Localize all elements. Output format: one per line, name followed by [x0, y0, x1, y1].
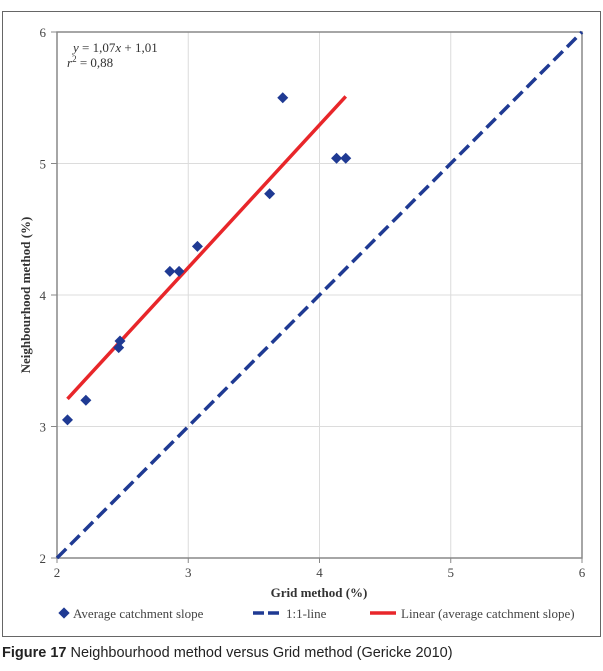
x-tick-label: 6 [579, 565, 586, 580]
regression-equation: y = 1,07x + 1,01 [71, 40, 158, 55]
legend-label: 1:1-line [286, 606, 327, 621]
data-point [191, 240, 203, 252]
x-tick-label: 5 [448, 565, 455, 580]
one-to-one-line [55, 30, 584, 560]
legend-label: Average catchment slope [73, 606, 204, 621]
y-tick-label: 6 [40, 25, 47, 40]
data-point [114, 335, 126, 347]
y-axis-title: Neighbourhood method (%) [18, 217, 33, 374]
chart-frame [2, 11, 601, 637]
r-squared: r2 = 0,88 [67, 54, 113, 70]
data-point [62, 414, 73, 426]
data-point [80, 394, 92, 406]
gridlines [57, 32, 582, 558]
x-tick-label: 3 [185, 565, 192, 580]
legend: Average catchment slope 1:1-line Linear … [58, 606, 575, 621]
regression-line [66, 95, 348, 401]
y-tick-label: 3 [40, 420, 47, 435]
legend-label: Linear (average catchment slope) [401, 606, 575, 621]
data-point [277, 92, 289, 104]
data-point [173, 265, 185, 277]
x-axis-title: Grid method (%) [271, 585, 368, 600]
figure-caption: Figure 17 Neighbourhood method versus Gr… [2, 645, 453, 661]
data-point [264, 188, 276, 200]
series [55, 30, 584, 560]
axis-ticks: 2 3 4 5 6 2 3 4 5 6 [40, 25, 586, 580]
y-tick-label: 4 [40, 288, 47, 303]
y-tick-label: 5 [40, 157, 47, 172]
legend-item-scatter: Average catchment slope [58, 606, 204, 621]
caption-text: Neighbourhood method versus Grid method … [66, 645, 453, 661]
x-tick-label: 4 [316, 565, 323, 580]
legend-item-1to1: 1:1-line [253, 606, 327, 621]
diamond-marker-icon [58, 607, 70, 619]
data-point [340, 152, 352, 164]
data-point [331, 152, 343, 164]
legend-item-linear: Linear (average catchment slope) [370, 606, 575, 621]
figure-number: Figure 17 [2, 645, 67, 661]
x-tick-label: 2 [54, 565, 61, 580]
data-point [164, 265, 176, 277]
y-tick-label: 2 [40, 551, 47, 566]
